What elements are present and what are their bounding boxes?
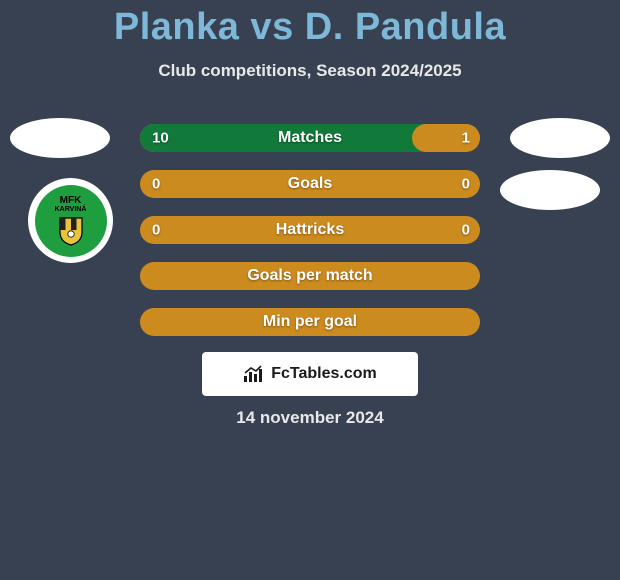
club-badge-line1: MFK (60, 196, 82, 206)
stat-row: Matches 10 1 (140, 124, 480, 152)
stat-label: Goals (288, 175, 332, 193)
stat-value-right: 0 (462, 176, 470, 193)
player-left-club-badge: MFK KARVINÁ (28, 178, 113, 263)
player-left-avatar (10, 118, 110, 158)
chart-icon (243, 365, 265, 383)
attribution-badge[interactable]: FcTables.com (202, 352, 418, 396)
stat-row: Min per goal (140, 308, 480, 336)
club-shield-icon (58, 216, 84, 246)
player-right-club-placeholder (500, 170, 600, 210)
stat-row: Goals 0 0 (140, 170, 480, 198)
stat-row: Goals per match (140, 262, 480, 290)
stat-row: Hattricks 0 0 (140, 216, 480, 244)
page-subtitle: Club competitions, Season 2024/2025 (0, 61, 620, 81)
stat-value-right: 0 (462, 222, 470, 239)
club-badge-line2: KARVINÁ (55, 206, 87, 213)
attribution-text: FcTables.com (271, 365, 377, 383)
stat-value-right: 1 (462, 130, 470, 147)
date-label: 14 november 2024 (0, 408, 620, 428)
stat-label: Hattricks (276, 221, 344, 239)
stat-rows: Matches 10 1 Goals 0 0 Hattricks 0 0 Goals per ma… (140, 124, 480, 354)
comparison-card: Planka vs D. Pandula Club competitions, … (0, 0, 620, 580)
stat-value-left: 10 (152, 130, 169, 147)
club-badge-inner: MFK KARVINÁ (35, 185, 107, 257)
stat-label: Goals per match (247, 267, 372, 285)
stat-value-left: 0 (152, 222, 160, 239)
stat-value-left: 0 (152, 176, 160, 193)
page-title: Planka vs D. Pandula (0, 0, 620, 49)
stat-label: Matches (278, 129, 342, 147)
stat-label: Min per goal (263, 313, 357, 331)
player-right-avatar (510, 118, 610, 158)
